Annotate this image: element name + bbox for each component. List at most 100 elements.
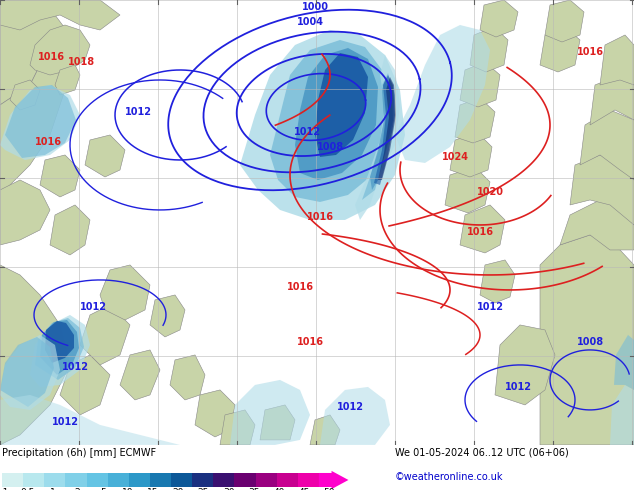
Bar — [276, 473, 298, 487]
Polygon shape — [100, 265, 150, 320]
Polygon shape — [545, 0, 584, 42]
Polygon shape — [570, 155, 634, 225]
Polygon shape — [0, 180, 50, 245]
Polygon shape — [0, 335, 60, 410]
Bar — [256, 473, 276, 487]
Polygon shape — [315, 53, 368, 157]
Polygon shape — [220, 410, 255, 445]
Text: 1016: 1016 — [467, 227, 493, 237]
Polygon shape — [0, 0, 70, 105]
Text: 2: 2 — [75, 488, 81, 490]
Polygon shape — [600, 35, 634, 85]
Polygon shape — [295, 48, 378, 180]
Text: 1012: 1012 — [80, 302, 107, 312]
Text: 1012: 1012 — [294, 127, 321, 137]
Polygon shape — [10, 80, 40, 110]
Text: 1016: 1016 — [306, 212, 333, 222]
Polygon shape — [480, 0, 518, 37]
Text: 1018: 1018 — [68, 57, 95, 67]
Polygon shape — [445, 167, 490, 213]
Text: 1008: 1008 — [576, 337, 604, 347]
Text: 5: 5 — [100, 488, 106, 490]
Bar — [23, 473, 44, 487]
Text: ©weatheronline.co.uk: ©weatheronline.co.uk — [395, 472, 503, 482]
Polygon shape — [540, 235, 634, 445]
Polygon shape — [590, 75, 634, 125]
Polygon shape — [170, 355, 205, 400]
Text: 45: 45 — [299, 488, 310, 490]
Polygon shape — [614, 335, 634, 390]
Bar — [108, 473, 129, 487]
Bar — [2, 473, 23, 487]
Polygon shape — [50, 205, 90, 255]
Text: 1012: 1012 — [505, 382, 531, 392]
Polygon shape — [55, 65, 80, 95]
Polygon shape — [455, 98, 495, 143]
Polygon shape — [30, 315, 90, 387]
Polygon shape — [150, 295, 185, 337]
Polygon shape — [470, 27, 508, 72]
Bar — [235, 473, 256, 487]
Polygon shape — [355, 55, 400, 220]
Text: 0.5: 0.5 — [20, 488, 34, 490]
Polygon shape — [362, 73, 395, 200]
Polygon shape — [450, 133, 492, 177]
Text: 1016: 1016 — [287, 282, 313, 292]
Polygon shape — [460, 62, 500, 107]
Polygon shape — [120, 350, 160, 400]
Text: We 01-05-2024 06..12 UTC (06+06): We 01-05-2024 06..12 UTC (06+06) — [395, 448, 569, 458]
Text: 20: 20 — [172, 488, 184, 490]
Text: 30: 30 — [223, 488, 235, 490]
Polygon shape — [30, 25, 90, 75]
Text: 1012: 1012 — [125, 107, 152, 117]
Text: 1012: 1012 — [337, 402, 363, 412]
Polygon shape — [0, 395, 180, 445]
Polygon shape — [80, 305, 130, 365]
Text: 1020: 1020 — [477, 187, 503, 197]
Polygon shape — [5, 85, 76, 158]
Text: 10: 10 — [122, 488, 134, 490]
Text: 1012: 1012 — [51, 417, 79, 427]
Polygon shape — [40, 320, 79, 375]
Polygon shape — [60, 355, 110, 415]
Text: 15: 15 — [147, 488, 159, 490]
Polygon shape — [0, 0, 120, 30]
Text: 35: 35 — [248, 488, 260, 490]
Polygon shape — [378, 77, 396, 180]
Text: 40: 40 — [273, 488, 285, 490]
Text: 1000: 1000 — [302, 2, 328, 12]
Text: 1016: 1016 — [35, 137, 62, 147]
Bar — [150, 473, 171, 487]
Polygon shape — [240, 30, 405, 220]
Polygon shape — [0, 55, 70, 195]
Bar — [44, 473, 65, 487]
Bar — [86, 473, 108, 487]
Bar — [65, 473, 86, 487]
Bar — [171, 473, 192, 487]
Polygon shape — [580, 110, 634, 180]
Polygon shape — [460, 205, 505, 253]
Polygon shape — [610, 385, 634, 445]
Bar — [298, 473, 319, 487]
Bar — [129, 473, 150, 487]
Bar — [213, 473, 235, 487]
Polygon shape — [0, 337, 54, 407]
Text: 1012: 1012 — [61, 362, 89, 372]
Polygon shape — [370, 77, 393, 190]
Polygon shape — [270, 40, 388, 202]
Text: 1008: 1008 — [316, 142, 344, 152]
Polygon shape — [495, 325, 555, 405]
Polygon shape — [480, 260, 515, 303]
Text: Precipitation (6h) [mm] ECMWF: Precipitation (6h) [mm] ECMWF — [2, 448, 156, 458]
Text: 1016: 1016 — [297, 337, 323, 347]
Text: 1024: 1024 — [441, 152, 469, 162]
Polygon shape — [320, 387, 390, 445]
Polygon shape — [374, 75, 395, 185]
Text: 1004: 1004 — [297, 17, 323, 27]
Polygon shape — [0, 85, 80, 160]
Polygon shape — [40, 155, 80, 197]
Polygon shape — [395, 25, 490, 163]
Polygon shape — [85, 135, 125, 177]
Polygon shape — [230, 380, 310, 445]
Bar — [192, 473, 213, 487]
